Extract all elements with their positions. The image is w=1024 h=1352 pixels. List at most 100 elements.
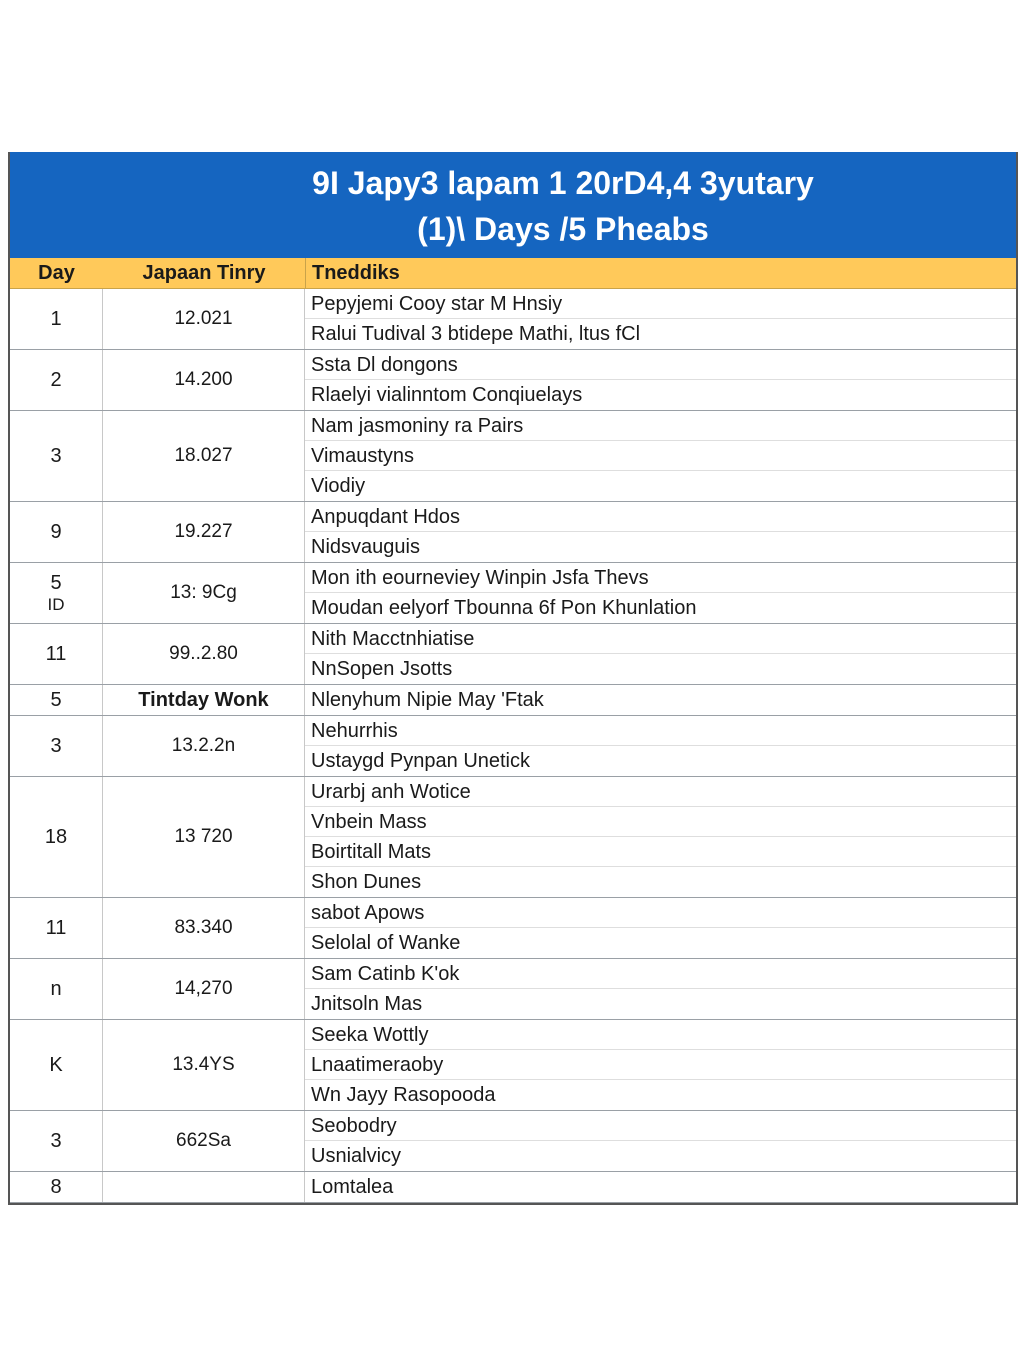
items-cell: Seobodry Usnialvicy — [305, 1111, 1016, 1171]
items-cell: Nith Macctnhiatise NnSopen Jsotts — [305, 624, 1016, 684]
day-cell: 5 — [10, 685, 103, 715]
day-cell: 11 — [10, 898, 103, 958]
item-line: Anpuqdant Hdos — [305, 502, 1016, 532]
table-header: Day Japaan Tinry Tneddiks — [10, 258, 1016, 289]
header-time: Japaan Tinry — [142, 261, 266, 284]
item-line: Nidsvauguis — [311, 536, 420, 558]
time-cell — [103, 1172, 305, 1202]
item-line: Wn Jayy Rasopooda — [311, 1084, 496, 1106]
day-cell: n — [10, 959, 103, 1019]
title-line-1: 9I Japy3 lapam 1 20rD4,4 3yutary — [312, 165, 814, 201]
table-body: 1 12.021 Pepyjemi Cooy star M Hnsiy Ralui T… — [10, 289, 1016, 1203]
time-cell: 662Sa — [103, 1111, 305, 1171]
day-cell: 8 — [10, 1172, 103, 1202]
item-line: Selolal of Wanke — [311, 932, 461, 954]
title-banner: 9I Japy3 lapam 1 20rD4,4 3yutary (1)\ Da… — [10, 152, 1016, 258]
day-number: 3 — [50, 734, 62, 757]
table-row: K 13.4YS Seeka Wottly Lnaatimeraoby Wn Jayy … — [10, 1020, 1016, 1111]
time-cell: 13 720 — [103, 777, 305, 897]
items-cell: Urarbj anh Wotice Vnbein Mass Boirtitall M… — [305, 777, 1016, 897]
day-cell: 18 — [10, 777, 103, 897]
day-number: 5 — [50, 688, 62, 711]
item-line: Mon ith eourneviey Winpin Jsfa Thevs — [305, 563, 1016, 593]
item-line: Urarbj anh Wotice — [305, 777, 1016, 807]
items-cell: Ssta Dl dongons Rlaelyi vialinntom Conqiu… — [305, 350, 1016, 410]
time-cell: 12.021 — [103, 289, 305, 349]
items-cell: Seeka Wottly Lnaatimeraoby Wn Jayy Rasopoo… — [305, 1020, 1016, 1110]
table-row: 3 18.027 Nam jasmoniny ra Pairs Vimaustyns V… — [10, 411, 1016, 502]
table-row: 8 Lomtalea — [10, 1172, 1016, 1203]
item-line: NnSopen Jsotts — [311, 658, 453, 680]
day-number: n — [50, 977, 62, 1000]
time-cell: 14.200 — [103, 350, 305, 410]
item-line: Usnialvicy — [311, 1145, 402, 1167]
time-cell: Tintday Wonk — [103, 685, 305, 715]
day-cell: 3 — [10, 716, 103, 776]
table-row: 5 Tintday Wonk Nlenyhum Nipie May 'Ftak — [10, 685, 1016, 716]
item-line: Nith Macctnhiatise — [305, 624, 1016, 654]
day-cell: 3 — [10, 411, 103, 501]
day-number: 8 — [50, 1175, 62, 1198]
header-day: Day — [38, 261, 75, 284]
items-cell: Nlenyhum Nipie May 'Ftak — [305, 685, 1016, 715]
day-cell: 11 — [10, 624, 103, 684]
day-number: 2 — [50, 368, 62, 391]
item-line: Vnbein Mass — [305, 807, 1016, 837]
item-line: Sam Catinb K'ok — [305, 959, 1016, 989]
item-line: Vimaustyns — [305, 441, 1016, 471]
title-line-2: (1)\ Days /5 Pheabs — [417, 211, 709, 247]
item-line: Moudan eelyorf Tbounna 6f Pon Khunlation — [311, 597, 697, 619]
item-line: Lnaatimeraoby — [305, 1050, 1016, 1080]
day-cell: 2 — [10, 350, 103, 410]
item-line: Viodiy — [311, 475, 366, 497]
day-cell: 1 — [10, 289, 103, 349]
day-cell: 5 ID — [10, 563, 103, 623]
item-line: sabot Apows — [305, 898, 1016, 928]
items-cell: Pepyjemi Cooy star M Hnsiy Ralui Tudival … — [305, 289, 1016, 349]
items-cell: Lomtalea — [305, 1172, 1016, 1202]
item-line: Nehurrhis — [305, 716, 1016, 746]
item-line: Ralui Tudival 3 btidepe Mathi, ltus fCl — [311, 323, 641, 345]
time-cell: 13.2.2n — [103, 716, 305, 776]
table-row: 5 ID 13: 9Cg Mon ith eourneviey Winpin Jsfa… — [10, 563, 1016, 624]
time-cell: 83.340 — [103, 898, 305, 958]
item-line: Jnitsoln Mas — [311, 993, 423, 1015]
header-items: Tneddiks — [305, 258, 1016, 288]
day-number: 18 — [44, 825, 68, 848]
item-line: Shon Dunes — [311, 871, 422, 893]
time-cell: 19.227 — [103, 502, 305, 562]
items-cell: sabot Apows Selolal of Wanke — [305, 898, 1016, 958]
item-line: Nlenyhum Nipie May 'Ftak — [311, 689, 544, 711]
time-cell: 13.4YS — [103, 1020, 305, 1110]
day-number: 11 — [45, 916, 67, 939]
table-row: n 14,270 Sam Catinb K'ok Jnitsoln Mas — [10, 959, 1016, 1020]
item-line: Rlaelyi vialinntom Conqiuelays — [311, 384, 583, 406]
items-cell: Mon ith eourneviey Winpin Jsfa Thevs Moud… — [305, 563, 1016, 623]
table-row: 18 13 720 Urarbj anh Wotice Vnbein Mass Boir… — [10, 777, 1016, 898]
item-line: Ssta Dl dongons — [305, 350, 1016, 380]
day-cell: K — [10, 1020, 103, 1110]
item-line: Seobodry — [305, 1111, 1016, 1141]
day-number: 5 — [50, 571, 62, 594]
day-number: 9 — [50, 520, 62, 543]
item-line: Seeka Wottly — [305, 1020, 1016, 1050]
time-cell: 18.027 — [103, 411, 305, 501]
table-row: 2 14.200 Ssta Dl dongons Rlaelyi vialinntom… — [10, 350, 1016, 411]
day-number: 3 — [50, 1129, 62, 1152]
time-cell: 99..2.80 — [103, 624, 305, 684]
day-cell: 9 — [10, 502, 103, 562]
item-line: Boirtitall Mats — [305, 837, 1016, 867]
items-cell: Sam Catinb K'ok Jnitsoln Mas — [305, 959, 1016, 1019]
item-line: Ustaygd Pynpan Unetick — [311, 750, 531, 772]
item-line: Nam jasmoniny ra Pairs — [305, 411, 1016, 441]
time-cell: 13: 9Cg — [103, 563, 305, 623]
day-cell: 3 — [10, 1111, 103, 1171]
table-row: 9 19.227 Anpuqdant Hdos Nidsvauguis — [10, 502, 1016, 563]
day-number: 1 — [50, 307, 62, 330]
items-cell: Nam jasmoniny ra Pairs Vimaustyns Viodiy — [305, 411, 1016, 501]
item-line: Lomtalea — [311, 1176, 394, 1198]
table-row: 3 13.2.2n Nehurrhis Ustaygd Pynpan Unetick — [10, 716, 1016, 777]
itinerary-sheet: 9I Japy3 lapam 1 20rD4,4 3yutary (1)\ Da… — [8, 152, 1018, 1205]
table-row: 11 99..2.80 Nith Macctnhiatise NnSopen Jsot… — [10, 624, 1016, 685]
day-number-secondary: ID — [47, 594, 65, 614]
